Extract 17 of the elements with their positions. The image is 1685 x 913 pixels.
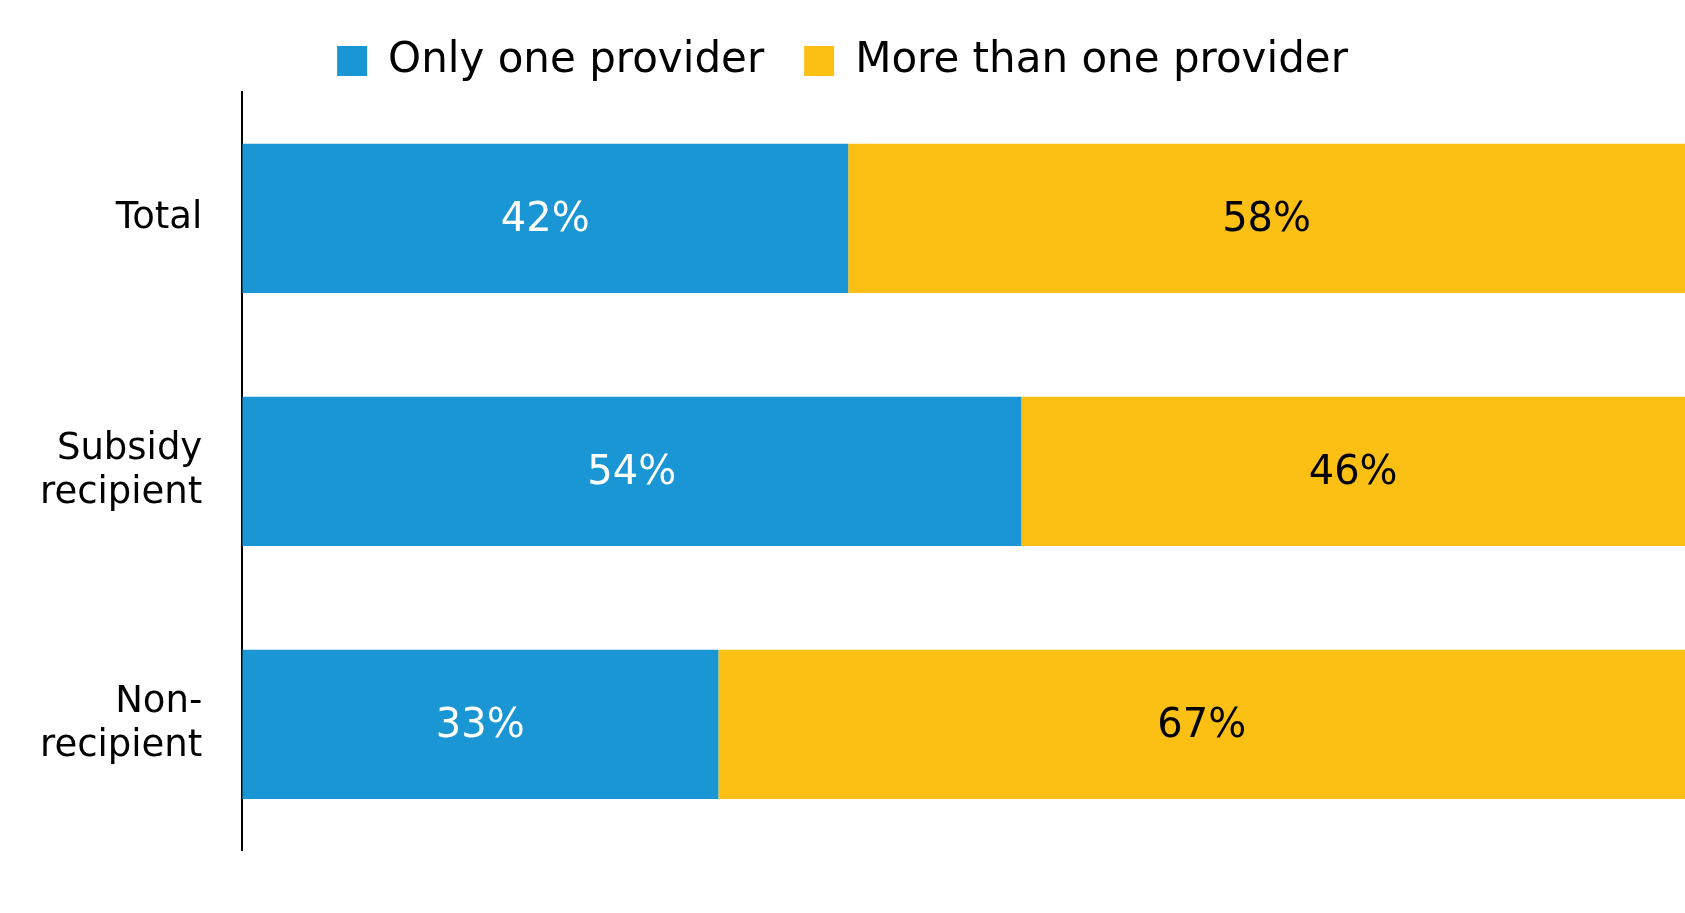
legend-label: Only one provider: [388, 32, 765, 82]
data-label: 58%: [1222, 193, 1312, 240]
data-label: 67%: [1157, 699, 1247, 746]
data-label: 54%: [587, 446, 677, 493]
bar: [242, 143, 849, 294]
data-label: 42%: [500, 193, 590, 240]
data-label: 33%: [435, 699, 525, 746]
legend-label: More than one provider: [855, 32, 1349, 82]
bar: [242, 396, 1022, 547]
y-tick-label: Subsidy recipient: [39, 424, 203, 513]
bar: [848, 143, 1685, 294]
y-tick-label: Non-recipient: [39, 677, 203, 766]
bar: [718, 649, 1685, 799]
data-label: 46%: [1308, 446, 1398, 493]
bar: [1021, 396, 1685, 547]
y-tick-label: Total: [114, 194, 203, 238]
bar: [242, 649, 719, 799]
